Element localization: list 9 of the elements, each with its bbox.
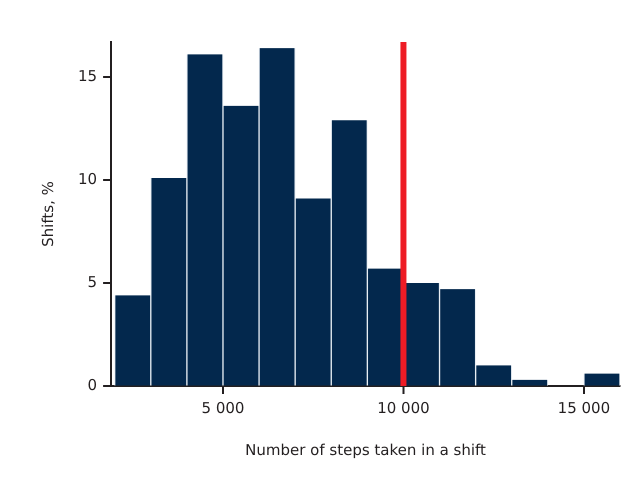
y-tick-label: 15 [78, 66, 98, 85]
y-axis-title: Shifts, % [38, 181, 57, 247]
x-tick-label: 10 000 [377, 398, 430, 417]
x-tick-label: 5 000 [202, 398, 244, 417]
y-tick-label: 0 [88, 376, 98, 394]
x-axis-title: Number of steps taken in a shift [245, 440, 486, 459]
y-tick-label: 5 [88, 272, 98, 291]
y-tick-label: 10 [78, 170, 98, 188]
x-tick-label: 15 000 [558, 398, 610, 417]
